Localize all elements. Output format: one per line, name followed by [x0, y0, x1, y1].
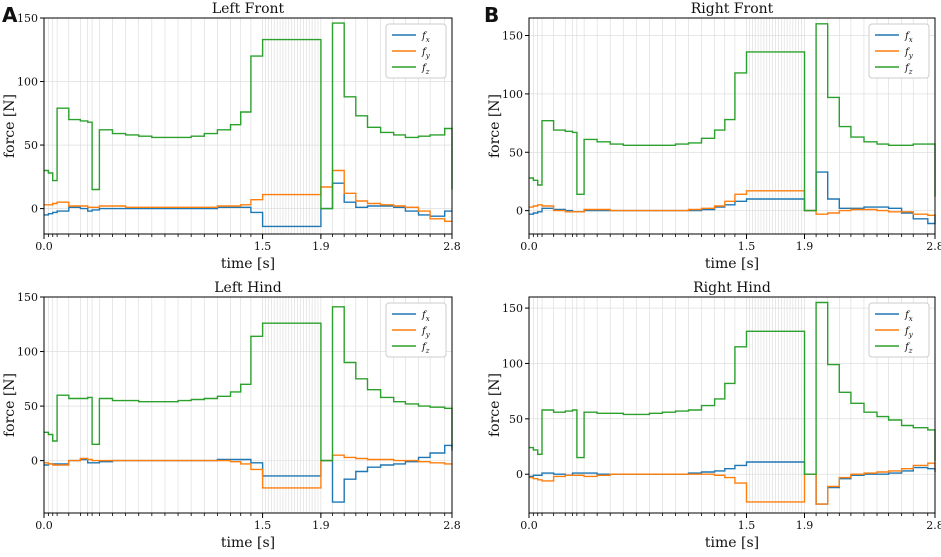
legend-label-fy: fy — [904, 47, 914, 60]
series-line-fx — [529, 171, 936, 225]
legend-label-fz: fz — [904, 342, 913, 355]
x-axis-label: time [s] — [221, 256, 275, 272]
series-line-fz — [44, 22, 453, 210]
x-tick-label: 1.9 — [796, 240, 814, 253]
series-line-fx — [44, 444, 453, 503]
y-axis-label: force [N] — [2, 94, 18, 158]
series-line-fz — [529, 23, 936, 212]
y-tick-label: 0 — [31, 203, 38, 216]
x-tick-label: 2.8 — [926, 240, 941, 253]
y-tick-label: 0 — [516, 205, 523, 218]
x-tick-label: 1.9 — [312, 240, 330, 253]
chart-2: 0 50 100 150 0.0 1.5 1.9 2.8 Right Front time [s]… — [487, 1, 941, 272]
panel-letter-b: B — [484, 3, 499, 27]
y-tick-label: 0 — [516, 468, 523, 481]
x-tick-label: 2.8 — [926, 519, 941, 532]
y-tick-label: 0 — [31, 455, 38, 468]
y-tick-label: 50 — [24, 139, 38, 152]
legend: fx fy fz — [868, 302, 930, 358]
chart-4: 0 50 100 150 0.0 1.5 1.9 2.8 Right Hind time [s] f… — [487, 280, 941, 551]
y-tick-label: 50 — [509, 146, 523, 159]
plot-frame — [43, 296, 453, 514]
y-tick-label: 150 — [17, 291, 38, 304]
legend: fx fy fz — [385, 23, 447, 79]
chart-1: 0 50 100 150 0.0 1.5 1.9 2.8 Left Front time [s] f… — [2, 1, 461, 272]
plot-frame — [528, 17, 936, 235]
x-tick-label: 1.5 — [738, 240, 756, 253]
series-line-fz — [44, 306, 453, 462]
legend-label-fy: fy — [421, 326, 431, 339]
legend: fx fy fz — [385, 302, 447, 358]
y-tick-label: 100 — [502, 88, 523, 101]
legend-label-fy: fy — [904, 326, 914, 339]
chart-title: Left Hind — [214, 280, 282, 296]
x-tick-label: 0.0 — [520, 240, 538, 253]
y-tick-label: 50 — [24, 400, 38, 413]
x-axis-label: time [s] — [705, 535, 759, 551]
plot-frame — [43, 17, 453, 235]
legend: fx fy fz — [868, 23, 930, 79]
panel-letter-a: A — [2, 3, 18, 27]
chart-title: Right Front — [691, 1, 774, 17]
y-tick-label: 50 — [509, 413, 523, 426]
x-tick-label: 1.9 — [312, 519, 330, 532]
y-tick-label: 150 — [502, 30, 523, 43]
x-tick-label: 2.8 — [443, 519, 461, 532]
chart-title: Left Front — [212, 1, 285, 17]
series-line-fz — [529, 301, 936, 475]
x-tick-label: 1.5 — [254, 240, 272, 253]
y-tick-label: 150 — [17, 12, 38, 25]
y-axis-label: force [N] — [487, 94, 503, 158]
y-tick-label: 100 — [17, 346, 38, 359]
x-tick-label: 0.0 — [35, 240, 53, 253]
legend-label-fz: fz — [421, 63, 430, 76]
legend-label-fy: fy — [421, 47, 431, 60]
y-tick-label: 100 — [17, 76, 38, 89]
x-tick-label: 1.9 — [796, 519, 814, 532]
series-line-fy — [44, 169, 452, 222]
x-axis-label: time [s] — [705, 256, 759, 272]
legend-label-fz: fz — [904, 63, 913, 76]
y-axis-label: force [N] — [2, 373, 18, 437]
plot-frame — [528, 296, 936, 514]
legend-label-fx: fx — [421, 310, 430, 323]
chart-title: Right Hind — [693, 280, 771, 296]
x-tick-label: 1.5 — [738, 519, 756, 532]
series-line-fx — [529, 461, 936, 505]
x-tick-label: 0.0 — [35, 519, 53, 532]
series-line-fy — [529, 190, 935, 216]
series-line-fy — [44, 454, 452, 489]
legend-label-fx: fx — [904, 310, 913, 323]
series-line-fy — [529, 462, 936, 505]
chart-3: 0 50 100 150 0.0 1.5 1.9 2.8 Left Hind time [s] fo… — [2, 280, 461, 551]
legend-label-fx: fx — [421, 31, 430, 44]
y-tick-label: 150 — [502, 302, 523, 315]
y-tick-label: 100 — [502, 357, 523, 370]
legend-label-fz: fz — [421, 342, 430, 355]
y-axis-label: force [N] — [487, 373, 503, 437]
x-tick-label: 0.0 — [520, 519, 538, 532]
x-tick-label: 2.8 — [443, 240, 461, 253]
legend-label-fx: fx — [904, 31, 913, 44]
x-tick-label: 1.5 — [254, 519, 272, 532]
x-axis-label: time [s] — [221, 535, 275, 551]
series-line-fx — [44, 182, 452, 228]
